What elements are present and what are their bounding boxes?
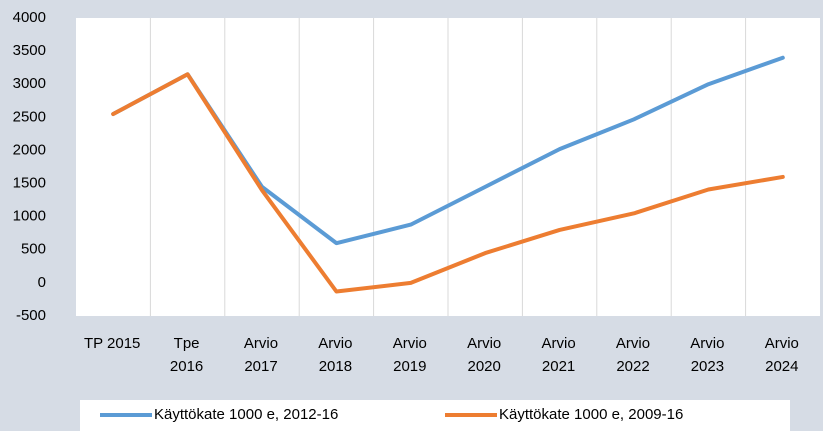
x-tick-label: Arvio 2020 (467, 335, 501, 375)
y-tick-label: 4000 (13, 9, 46, 26)
x-tick-label: Tpe 2016 (170, 335, 203, 375)
x-tick-label: Arvio 2018 (318, 335, 352, 375)
y-tick-label: 3000 (13, 75, 46, 92)
y-tick-label: 500 (21, 241, 46, 258)
y-tick-label: 3500 (13, 42, 46, 59)
x-tick-label: Arvio 2021 (542, 335, 576, 375)
y-tick-label: 1500 (13, 175, 46, 192)
y-tick-label: 0 (38, 274, 46, 291)
x-tick-label: TP 2015 (84, 335, 140, 352)
x-tick-label: Arvio 2023 (690, 335, 724, 375)
legend-box (80, 400, 790, 431)
x-tick-label: Arvio 2022 (616, 335, 650, 375)
y-tick-label: 2500 (13, 108, 46, 125)
line-series (111, 72, 785, 294)
x-tick-label: Arvio 2024 (765, 335, 799, 375)
y-tick-label: 1000 (13, 208, 46, 225)
legend-label: Käyttökate 1000 e, 2009-16 (499, 406, 683, 423)
y-tick-label: 2000 (13, 141, 46, 158)
x-tick-label: Arvio 2019 (393, 335, 427, 375)
y-tick-label: -500 (16, 307, 46, 324)
legend-label: Käyttökate 1000 e, 2012-16 (154, 406, 338, 423)
x-tick-label: Arvio 2017 (244, 335, 278, 375)
